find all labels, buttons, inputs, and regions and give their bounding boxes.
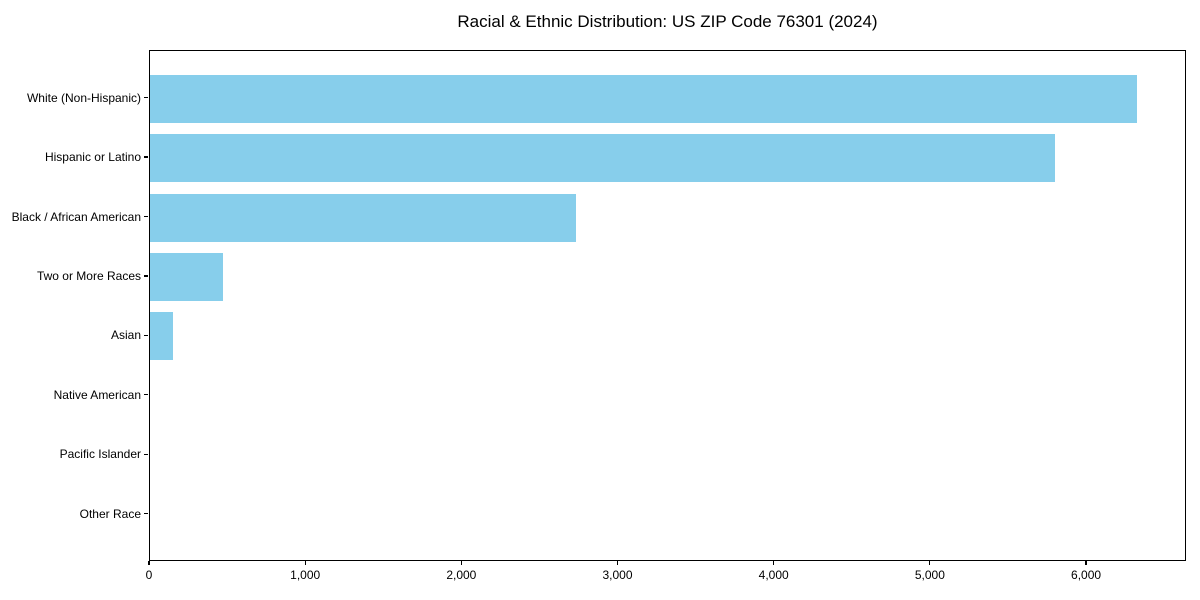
x-tick-label: 4,000 — [758, 568, 789, 582]
y-tick-mark — [144, 97, 148, 99]
x-tick-mark — [304, 561, 306, 565]
x-tick-mark — [929, 561, 931, 565]
x-tick-mark — [773, 561, 775, 565]
y-tick-label: Other Race — [79, 506, 141, 521]
x-tick-label: 5,000 — [914, 568, 945, 582]
x-tick-mark — [460, 561, 462, 565]
y-tick-mark — [144, 275, 148, 277]
y-tick-label: Hispanic or Latino — [44, 150, 141, 165]
y-tick-mark — [144, 394, 148, 396]
y-tick-label: Black / African American — [11, 209, 141, 224]
chart-title: Racial & Ethnic Distribution: US ZIP Cod… — [457, 12, 878, 31]
y-tick-mark — [144, 156, 148, 158]
bar — [150, 74, 1138, 123]
y-tick-mark — [144, 334, 148, 336]
x-tick-mark — [1085, 561, 1087, 565]
x-tick-mark — [616, 561, 619, 565]
y-tick-label: Two or More Races — [36, 268, 141, 283]
y-tick-label: Native American — [53, 387, 141, 402]
x-tick-label: 1,000 — [290, 568, 321, 582]
x-tick-label: 6,000 — [1071, 568, 1102, 582]
y-tick-mark — [144, 215, 148, 218]
bar — [150, 134, 1056, 183]
y-tick-mark — [144, 453, 148, 455]
bar — [150, 252, 224, 301]
y-tick-label: Asian — [110, 328, 141, 343]
bar — [150, 312, 174, 361]
plot-area — [149, 50, 1186, 561]
y-tick-label: Pacific Islander — [59, 447, 141, 462]
y-tick-mark — [144, 513, 148, 515]
y-tick-label: White (Non-Hispanic) — [26, 90, 141, 105]
bar — [150, 193, 577, 242]
x-tick-label: 0 — [145, 568, 153, 582]
x-tick-label: 3,000 — [602, 568, 633, 582]
x-tick-mark — [148, 561, 150, 565]
x-tick-label: 2,000 — [446, 568, 477, 582]
